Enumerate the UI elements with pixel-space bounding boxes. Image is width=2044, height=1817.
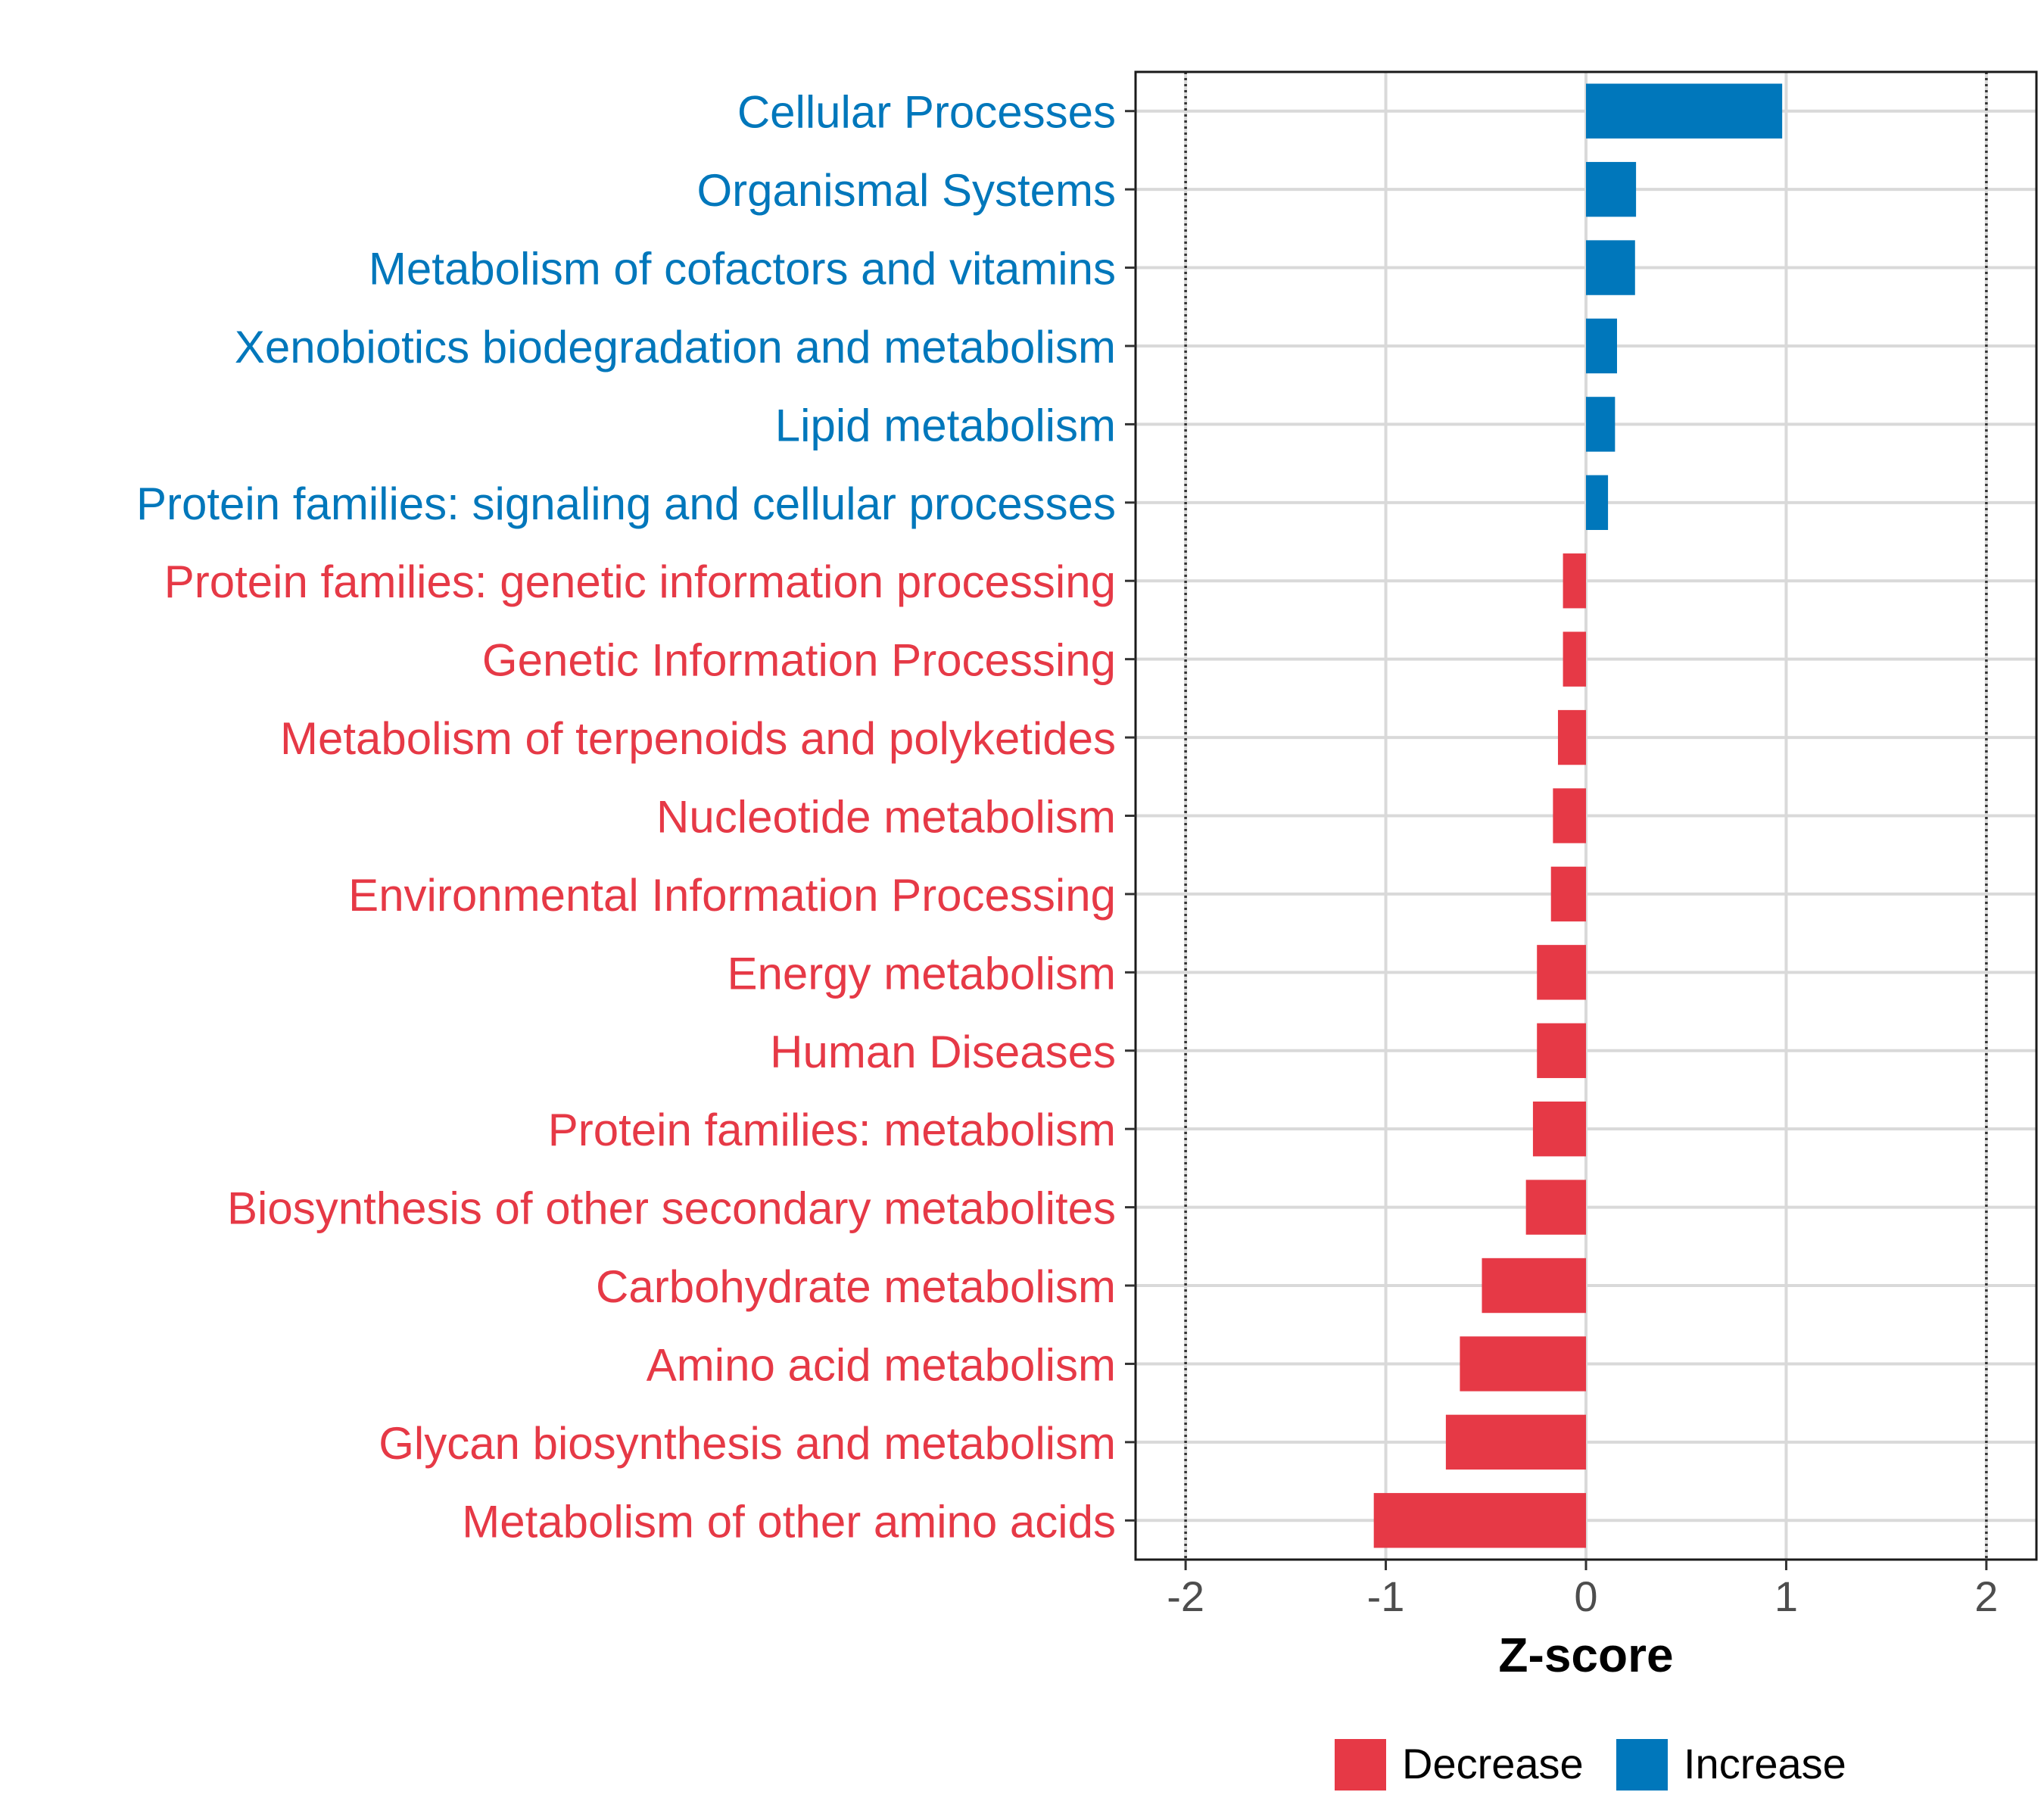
y-category-label: Glycan biosynthesis and metabolism	[379, 1418, 1116, 1469]
y-category-label: Xenobiotics biodegradation and metabolis…	[235, 322, 1116, 372]
y-category-label: Environmental Information Processing	[348, 870, 1116, 921]
bar	[1563, 553, 1586, 609]
bar	[1460, 1336, 1586, 1392]
x-tick-label: 1	[1774, 1572, 1798, 1620]
bar	[1550, 866, 1586, 922]
bar	[1586, 397, 1616, 452]
y-category-label: Genetic Information Processing	[482, 635, 1116, 686]
x-tick-label: 2	[1974, 1572, 1998, 1620]
legend-label-increase: Increase	[1684, 1740, 1846, 1787]
x-tick-label: -2	[1167, 1572, 1204, 1620]
bar	[1445, 1414, 1586, 1470]
bar	[1586, 240, 1635, 295]
y-category-label: Lipid metabolism	[775, 400, 1116, 450]
y-category-label: Human Diseases	[770, 1027, 1116, 1077]
legend-swatch-increase	[1616, 1739, 1668, 1791]
legend-label-decrease: Decrease	[1402, 1740, 1584, 1787]
x-tick-label: -1	[1367, 1572, 1405, 1620]
y-category-label: Protein families: genetic information pr…	[164, 556, 1116, 607]
y-category-label: Metabolism of other amino acids	[462, 1496, 1116, 1547]
bar	[1553, 788, 1586, 843]
y-category-label: Biosynthesis of other secondary metaboli…	[227, 1183, 1116, 1234]
bar	[1586, 161, 1637, 217]
bar	[1537, 1023, 1586, 1078]
bar	[1537, 945, 1586, 1000]
y-category-label: Protein families: metabolism	[548, 1105, 1116, 1155]
y-category-label: Carbohydrate metabolism	[596, 1261, 1116, 1312]
legend-swatch-decrease	[1335, 1739, 1386, 1791]
bar	[1586, 475, 1609, 531]
x-axis-ticks: -2 -1 0 1 2	[1167, 1560, 1998, 1620]
y-category-label: Cellular Processes	[737, 87, 1116, 138]
bar	[1586, 83, 1783, 139]
y-category-label: Metabolism of cofactors and vitamins	[369, 244, 1116, 295]
x-tick-label: 0	[1574, 1572, 1597, 1620]
x-axis-title: Z-score	[1498, 1628, 1673, 1682]
bar	[1557, 709, 1586, 765]
bar	[1373, 1493, 1586, 1548]
bars	[1373, 83, 1783, 1548]
bar	[1563, 631, 1586, 687]
y-axis-category-labels: Cellular Processes Organismal Systems Meta…	[136, 87, 1116, 1547]
y-category-label: Nucleotide metabolism	[656, 792, 1116, 843]
y-axis-ticks	[1125, 110, 1136, 1522]
legend: Decrease Increase	[1335, 1739, 1846, 1791]
bar	[1525, 1180, 1586, 1235]
bar	[1482, 1258, 1586, 1314]
y-category-label: Metabolism of terpenoids and polyketides	[280, 713, 1116, 764]
y-category-label: Energy metabolism	[727, 948, 1116, 999]
bar	[1586, 318, 1617, 374]
bar	[1532, 1101, 1586, 1157]
y-category-label: Amino acid metabolism	[647, 1339, 1116, 1390]
y-category-label: Protein families: signaling and cellular…	[136, 478, 1116, 529]
y-category-label: Organismal Systems	[697, 165, 1116, 216]
